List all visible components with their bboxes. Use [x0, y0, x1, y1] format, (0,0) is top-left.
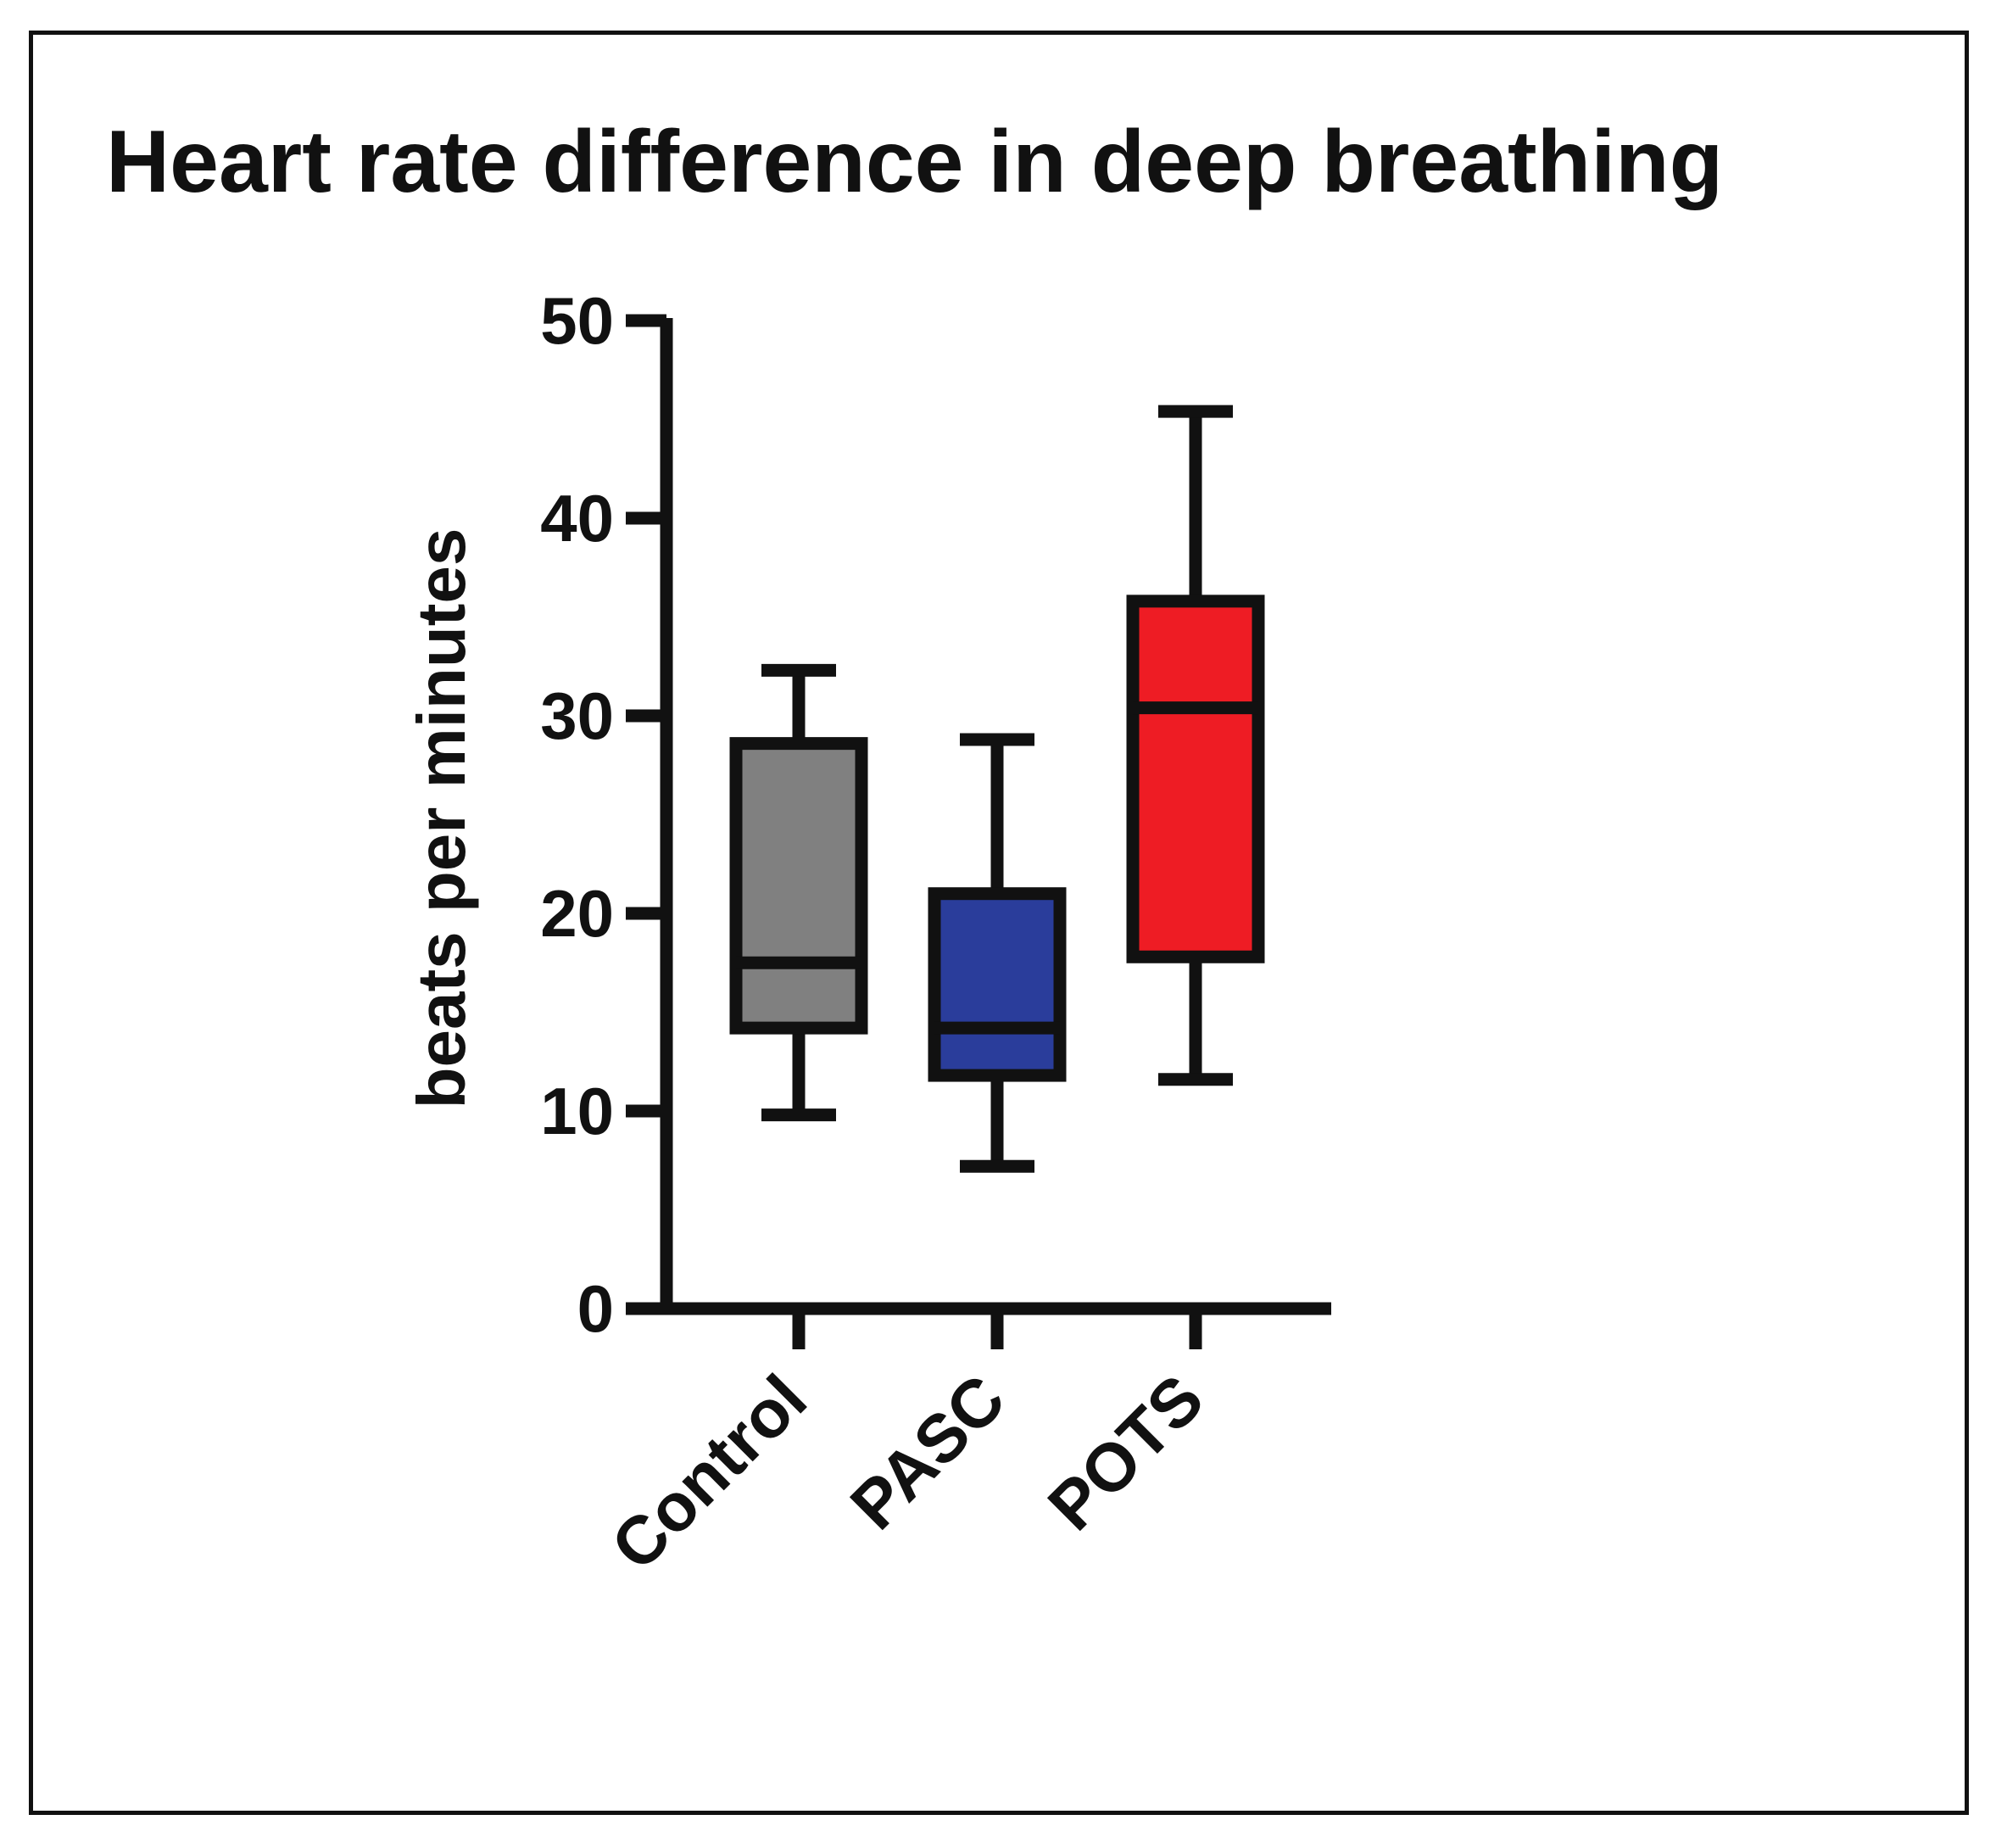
iqr-box-pots — [1126, 595, 1265, 963]
y-tick-label-10: 10 — [540, 1074, 614, 1148]
y-tick-label-50: 50 — [540, 283, 614, 358]
boxes-layer — [729, 405, 1265, 1173]
x-tick-label-control: Control — [597, 1360, 821, 1584]
box-pasc — [928, 733, 1067, 1173]
y-tick-label-30: 30 — [540, 678, 614, 753]
iqr-box-pasc — [928, 887, 1067, 1082]
chart-title: Heart rate difference in deep breathing — [106, 113, 1723, 211]
box-control — [729, 663, 868, 1122]
y-axis-ticks: 0 10 20 30 40 50 — [540, 283, 666, 1346]
y-tick-label-20: 20 — [540, 876, 614, 951]
iqr-box-control — [729, 737, 868, 1035]
x-axis-ticks: Control PASC POTS — [597, 1309, 1218, 1584]
box-pots — [1126, 405, 1265, 1086]
x-tick-label-pots: POTS — [1034, 1360, 1218, 1544]
x-tick-label-pasc: PASC — [836, 1360, 1019, 1544]
y-tick-label-0: 0 — [577, 1271, 614, 1346]
y-tick-label-40: 40 — [540, 481, 614, 556]
y-axis-label: beats per minutes — [404, 528, 479, 1109]
